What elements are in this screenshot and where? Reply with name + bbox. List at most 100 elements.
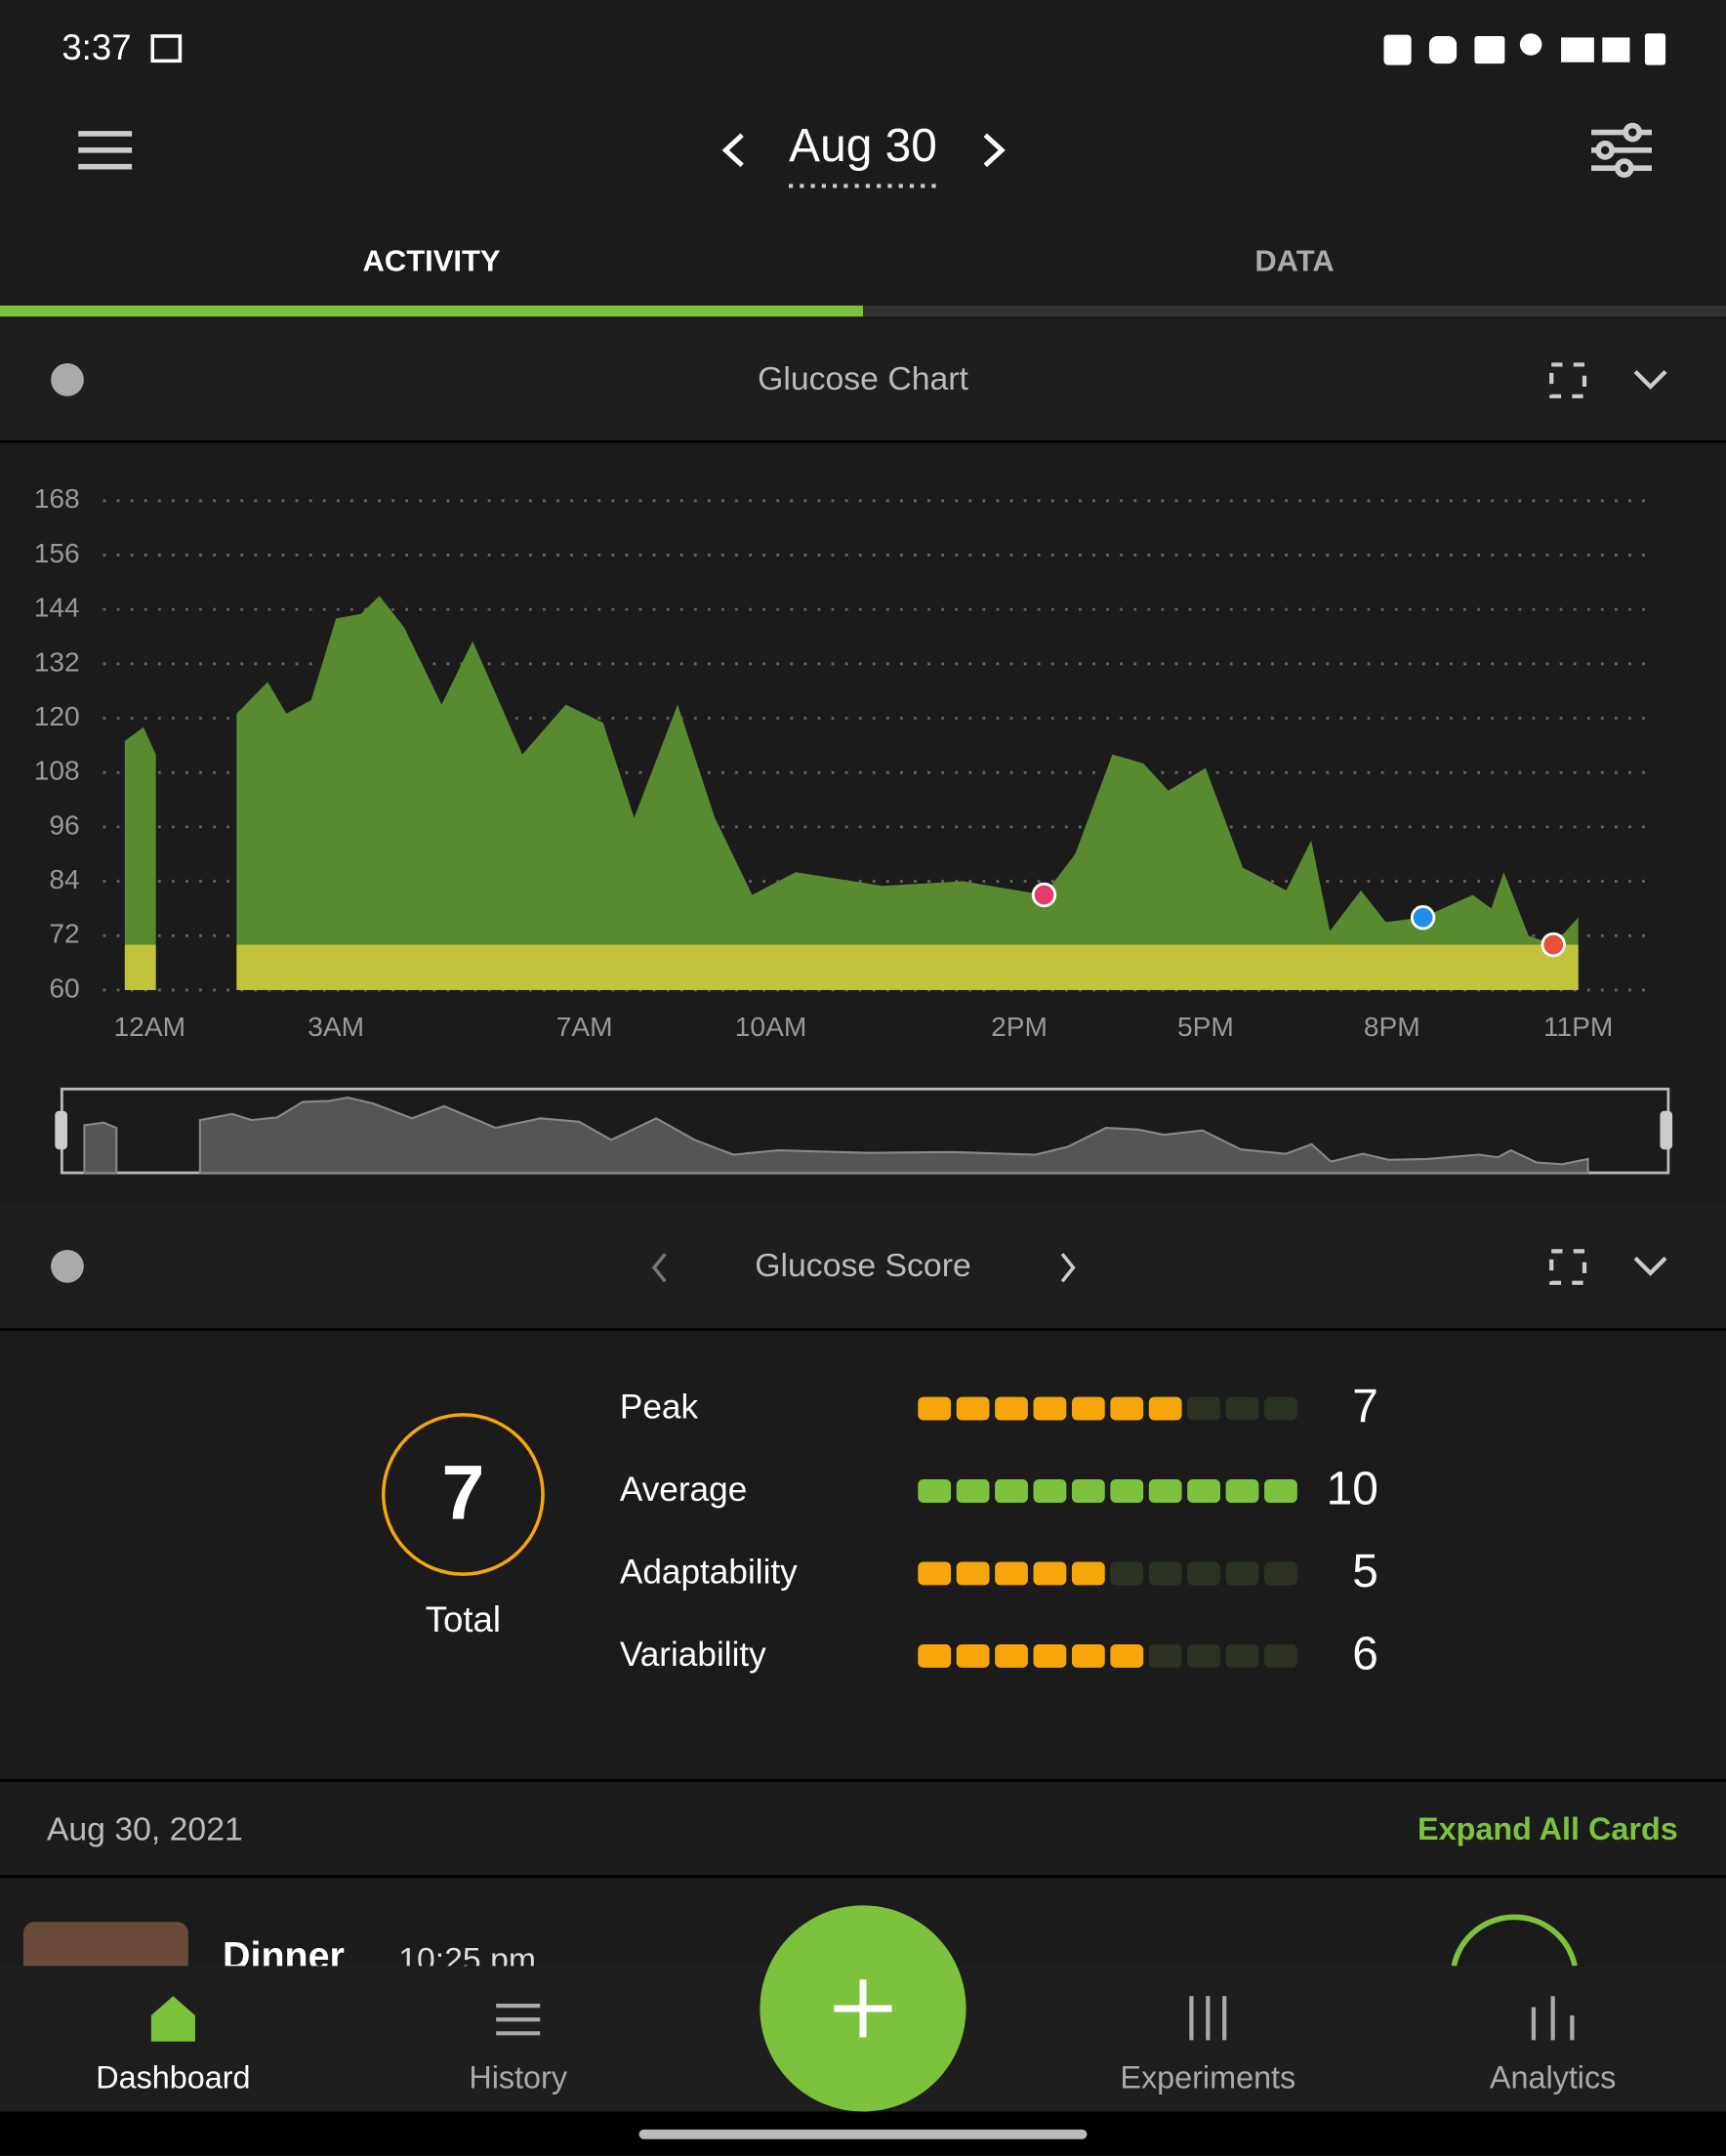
metric-segment — [995, 1643, 1028, 1668]
metric-segment — [1071, 1561, 1105, 1586]
metric-segment — [995, 1479, 1028, 1503]
metric-name: Variability — [620, 1636, 766, 1674]
metric-segment — [1071, 1479, 1105, 1503]
next-card[interactable] — [1060, 1253, 1076, 1283]
metric-segment — [1225, 1643, 1259, 1668]
metric-segment — [1110, 1643, 1144, 1668]
collapse-icon[interactable] — [1633, 369, 1667, 390]
x-tick-label: 5PM — [1177, 1012, 1234, 1042]
y-tick-label: 84 — [49, 864, 79, 894]
image-icon — [150, 34, 183, 63]
card-header — [0, 1204, 1726, 1329]
metric-segment — [1148, 1479, 1182, 1503]
metric-segment — [1110, 1396, 1144, 1421]
y-tick-label: 168 — [34, 483, 80, 514]
metric-segment — [995, 1561, 1028, 1586]
card-header — [0, 318, 1726, 440]
metric-segment — [1264, 1479, 1297, 1503]
glucose-chart: 60 72 84 96 108 120 132 144 156 168 12AM 3AM 7AM 10AM… — [34, 483, 1657, 1042]
expand-all[interactable]: Expand All Cards — [1418, 1811, 1678, 1846]
x-tick-label: 3AM — [308, 1012, 364, 1042]
total-ring — [381, 1413, 545, 1576]
info-icon[interactable] — [51, 1249, 84, 1283]
metric-segment — [1033, 1479, 1067, 1503]
next-day[interactable] — [983, 133, 1006, 168]
plus-icon — [834, 1979, 892, 2038]
metric-segment — [1225, 1396, 1259, 1421]
metric-segment — [918, 1479, 952, 1503]
experiments-icon — [1189, 1996, 1227, 2041]
metric-bar — [918, 1643, 1297, 1668]
info-icon[interactable] — [51, 363, 84, 396]
nav-item[interactable]: Experiments — [1120, 2060, 1295, 2095]
metric-segment — [1225, 1479, 1259, 1503]
x-tick-label: 11PM — [1543, 1012, 1613, 1042]
metric-name: Average — [620, 1471, 747, 1509]
tab[interactable]: ACTIVITY — [362, 243, 500, 277]
event-marker — [1031, 882, 1057, 908]
metric-segment — [1264, 1396, 1297, 1421]
event-marker — [1410, 905, 1436, 931]
metric-segment — [956, 1396, 990, 1421]
y-tick-label: 96 — [49, 809, 79, 840]
score-metrics: Peak 7 Average 10 Adaptability 5 Variability 6 — [620, 1381, 1378, 1679]
meal-photo[interactable] — [22, 1922, 188, 1977]
metric-segment — [1148, 1396, 1182, 1421]
metric-segment — [1148, 1643, 1182, 1668]
metric-bar — [918, 1479, 1297, 1503]
expand-icon[interactable] — [1549, 362, 1587, 398]
metric-segment — [1148, 1561, 1182, 1586]
y-tick-label: 60 — [49, 973, 79, 1003]
x-tick-label: 12AM — [114, 1012, 186, 1042]
metric-bar — [918, 1561, 1297, 1586]
metric-name: Adaptability — [620, 1553, 798, 1591]
card-ring — [1451, 1914, 1578, 1967]
y-tick-label: 132 — [34, 646, 80, 677]
metric-segment — [1187, 1396, 1220, 1421]
x-tick-label: 10AM — [735, 1012, 807, 1042]
navigator-handle[interactable] — [1660, 1110, 1673, 1150]
nav-item[interactable]: Dashboard — [96, 2060, 250, 2095]
home-indicator — [638, 2129, 1088, 2139]
dashboard-icon — [150, 1996, 195, 2042]
glucose-area — [124, 726, 156, 990]
prev-day[interactable] — [721, 133, 744, 168]
event-marker — [1541, 932, 1566, 958]
metric-segment — [918, 1396, 952, 1421]
metric-segment — [995, 1396, 1028, 1421]
y-tick-label: 120 — [34, 701, 80, 731]
y-tick-label: 108 — [34, 756, 80, 786]
metric-value: 5 — [1352, 1546, 1378, 1597]
metric-bar — [918, 1396, 1297, 1421]
x-tick-label: 8PM — [1364, 1012, 1420, 1042]
filter-button[interactable] — [1591, 122, 1652, 178]
metric-value: 10 — [1327, 1463, 1378, 1514]
target-band — [124, 944, 156, 990]
nav-item[interactable]: Analytics — [1490, 2060, 1617, 2095]
status-icons — [1383, 33, 1666, 65]
y-tick-label: 144 — [34, 593, 80, 623]
metric-segment — [1110, 1479, 1144, 1503]
date-picker[interactable]: Aug 30 — [789, 120, 937, 172]
card-title: Glucose Score — [755, 1247, 970, 1284]
metric-segment — [1033, 1561, 1067, 1586]
expand-icon[interactable] — [1549, 1249, 1587, 1285]
metric-segment — [1264, 1643, 1297, 1668]
metric-segment — [956, 1479, 990, 1503]
tab-indicator — [0, 305, 863, 317]
nav-item[interactable]: History — [469, 2060, 568, 2095]
metric-segment — [956, 1561, 990, 1586]
day-date: Aug 30, 2021 — [47, 1810, 243, 1847]
metric-segment — [1264, 1561, 1297, 1586]
menu-button[interactable] — [78, 131, 133, 170]
total-score: 7 — [441, 1450, 484, 1536]
navigator-area — [198, 1096, 1589, 1175]
prev-card[interactable] — [651, 1253, 667, 1283]
tab[interactable]: DATA — [1254, 243, 1334, 277]
collapse-icon[interactable] — [1633, 1256, 1667, 1276]
metric-segment — [1225, 1561, 1259, 1586]
history-icon — [496, 2004, 541, 2036]
navigator-handle[interactable] — [55, 1110, 67, 1150]
